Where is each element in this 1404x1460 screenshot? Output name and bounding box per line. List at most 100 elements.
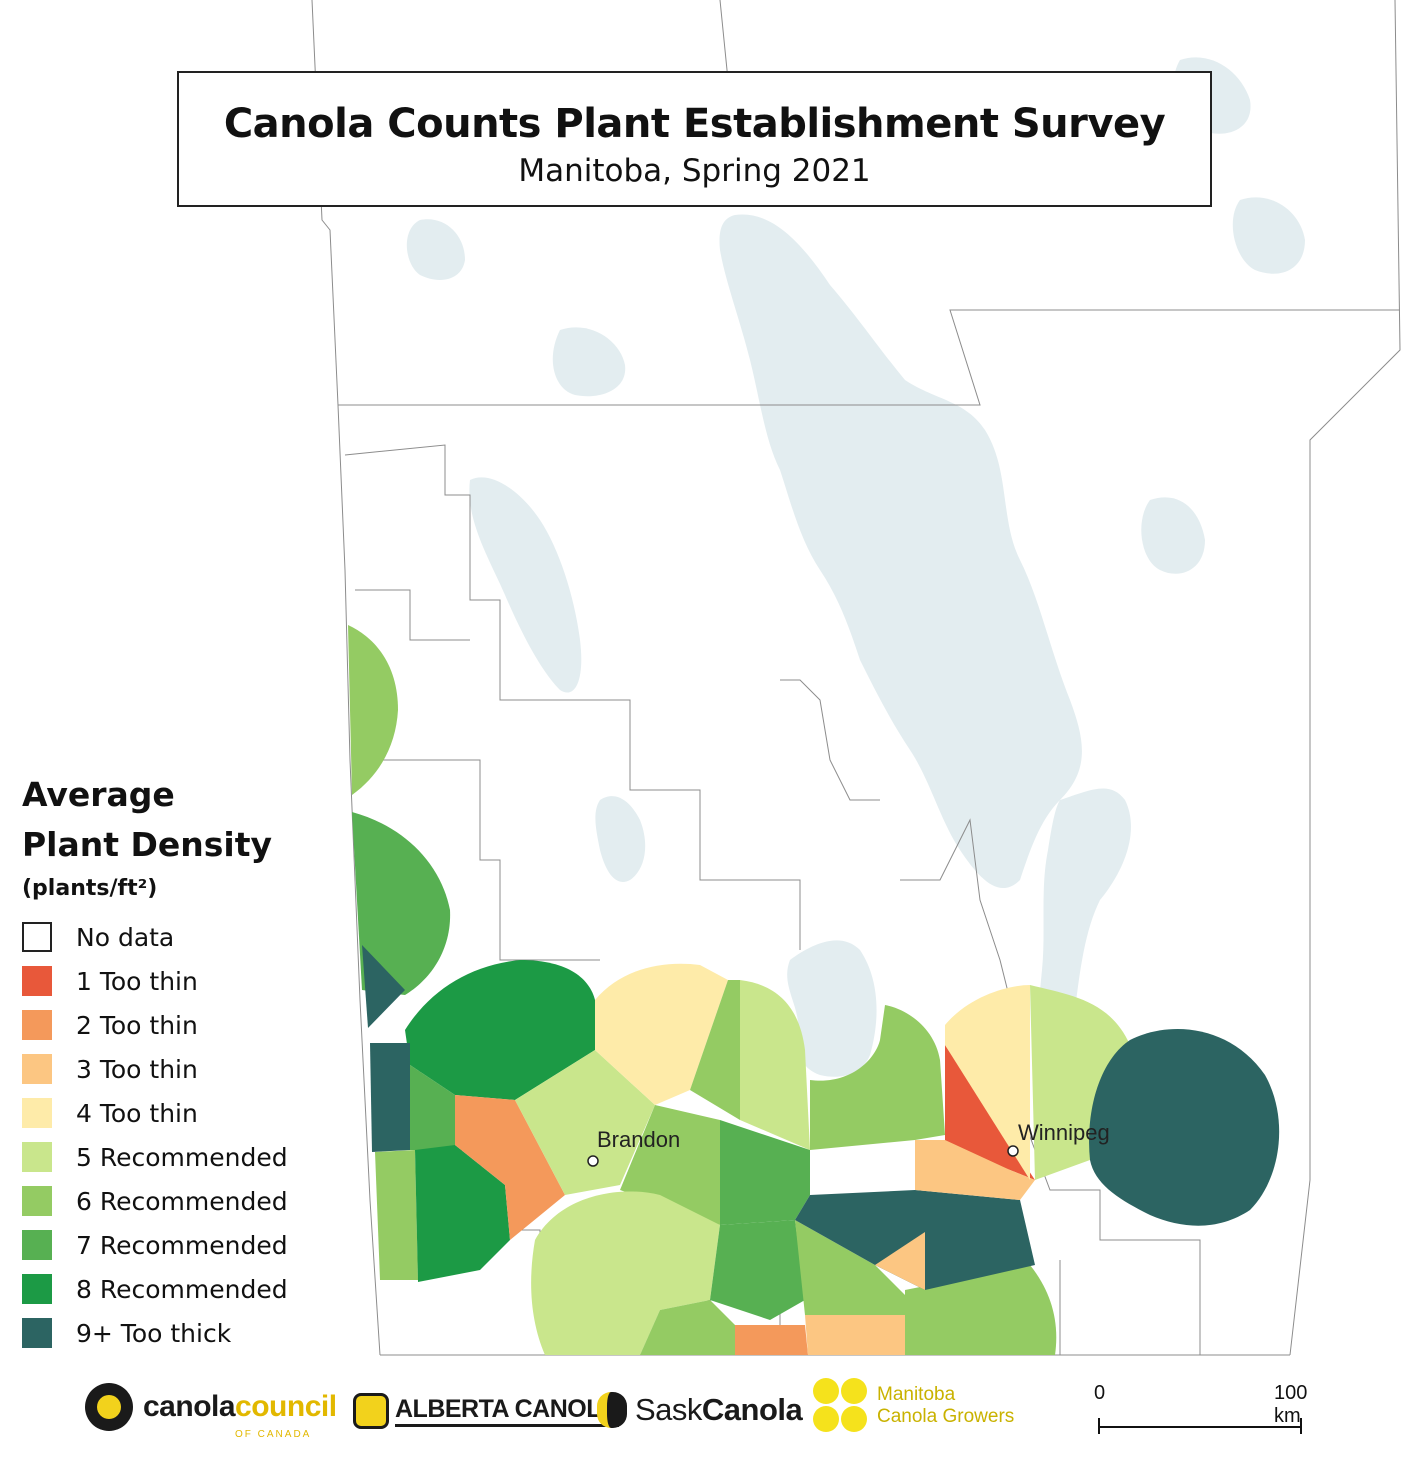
legend-item: 8 Recommended xyxy=(22,1267,342,1311)
zone-7-west xyxy=(352,812,451,995)
manitoba-canola-logo: Manitoba Canola Growers xyxy=(813,1378,1014,1434)
zone-8-west-south xyxy=(415,1145,510,1282)
alberta-canola-wordmark: ALBERTA CANOLA xyxy=(395,1395,619,1427)
zone-5-center-north xyxy=(740,980,810,1150)
city-label-winnipeg: Winnipeg xyxy=(1018,1120,1110,1145)
logo-bar: canolacouncil OF CANADA ALBERTA CANOLA S… xyxy=(85,1378,1045,1448)
zone-2-south xyxy=(735,1325,808,1355)
legend-swatch xyxy=(22,1230,52,1260)
zone-8-west xyxy=(405,960,595,1100)
lake-manitoba xyxy=(787,940,877,1077)
zone-5-west-north xyxy=(348,625,398,795)
scale-line xyxy=(1098,1426,1301,1428)
northern-lakes-3 xyxy=(406,219,465,280)
legend-item: 3 Too thin xyxy=(22,1047,342,1091)
zone-9-west-1 xyxy=(362,945,405,1028)
scale-bar: 0 100 km xyxy=(1094,1382,1308,1442)
zone-7-center xyxy=(720,1120,810,1225)
zone-4-north-brandon xyxy=(595,963,728,1105)
legend-item: No data xyxy=(22,915,342,959)
northern-lakes-2 xyxy=(1232,197,1305,274)
sask-canola-logo: SaskCanola xyxy=(597,1392,803,1428)
cedar-lake xyxy=(552,327,626,397)
zone-5-southwest xyxy=(531,1191,720,1355)
zone-6-south xyxy=(640,1300,735,1355)
legend-label: 9+ Too thick xyxy=(76,1318,232,1348)
map-subtitle: Manitoba, Spring 2021 xyxy=(518,153,871,189)
zone-7-south xyxy=(710,1220,805,1320)
legend-swatch xyxy=(22,1186,52,1216)
legend-swatch xyxy=(22,922,52,952)
city-label-brandon: Brandon xyxy=(597,1127,681,1152)
zone-3-winnipeg-south xyxy=(915,1140,1035,1200)
scale-label-end: 100 km xyxy=(1274,1382,1308,1427)
alberta-canola-icon xyxy=(353,1393,389,1429)
zone-6-east-south xyxy=(905,1265,1057,1355)
zone-3-south xyxy=(805,1315,905,1355)
legend-label: No data xyxy=(76,922,175,952)
zone-2-west xyxy=(455,1095,565,1240)
map-title: Canola Counts Plant Establishment Survey xyxy=(223,101,1166,147)
legend-item: 2 Too thin xyxy=(22,1003,342,1047)
zone-9-west-2 xyxy=(370,1043,410,1152)
legend-label: 6 Recommended xyxy=(76,1186,288,1216)
scale-tick-start xyxy=(1098,1418,1100,1434)
legend-item: 1 Too thin xyxy=(22,959,342,1003)
lake-winnipegosis xyxy=(595,796,646,882)
sask-canola-wordmark: SaskCanola xyxy=(635,1392,803,1427)
legend-label: 4 Too thin xyxy=(76,1098,198,1128)
zone-4-winnipeg-north xyxy=(945,985,1030,1180)
legend-label: 3 Too thin xyxy=(76,1054,198,1084)
zone-3-center-south xyxy=(875,1232,925,1290)
alberta-canola-logo: ALBERTA CANOLA xyxy=(353,1393,619,1429)
district-line-3 xyxy=(360,759,600,961)
legend-label: 8 Recommended xyxy=(76,1274,288,1304)
lake-winnipegosis-north xyxy=(469,477,582,693)
district-line-2 xyxy=(355,589,470,641)
legend-swatch xyxy=(22,1142,52,1172)
saskatchewan-border xyxy=(311,0,381,1356)
eastern-lakes xyxy=(1141,497,1205,574)
legend-item: 4 Too thin xyxy=(22,1091,342,1135)
manitoba-canola-wordmark: Manitoba Canola Growers xyxy=(877,1384,1015,1427)
district-line-4 xyxy=(545,699,801,950)
title-box: Canola Counts Plant Establishment Survey… xyxy=(177,71,1212,207)
legend-items: No data 1 Too thin 2 Too thin 3 Too thin 4 T… xyxy=(22,915,342,1355)
legend-title-line2: Plant Density xyxy=(22,825,273,864)
brandon-marker xyxy=(587,1155,599,1167)
legend-swatch xyxy=(22,1274,52,1304)
legend-unit: (plants/ft²) xyxy=(22,876,158,901)
zone-6-south-east xyxy=(795,1220,905,1315)
canola-council-sub: OF CANADA xyxy=(235,1429,312,1440)
zone-7-west-2 xyxy=(410,1065,455,1150)
scale-label-start: 0 xyxy=(1094,1382,1106,1404)
legend-title-line1: Average xyxy=(22,775,175,814)
legend-item: 6 Recommended xyxy=(22,1179,342,1223)
scale-tick-end xyxy=(1300,1418,1302,1434)
district-line-6 xyxy=(900,818,1011,1001)
manitoba-canola-icon xyxy=(813,1378,869,1434)
legend-label: 1 Too thin xyxy=(76,966,198,996)
density-zones xyxy=(348,625,1280,1355)
district-line-1 xyxy=(344,444,545,701)
legend-item: 7 Recommended xyxy=(22,1223,342,1267)
legend-swatch xyxy=(22,1318,52,1348)
lake-winnipeg xyxy=(719,214,1082,889)
zone-6-center-north xyxy=(690,980,740,1120)
northern-boundary xyxy=(338,309,1400,406)
district-line-7 xyxy=(1019,1109,1201,1355)
canola-council-logo: canolacouncil OF CANADA xyxy=(85,1383,337,1440)
legend-label: 7 Recommended xyxy=(76,1230,288,1260)
winnipeg-marker xyxy=(1007,1145,1019,1157)
legend-swatch xyxy=(22,966,52,996)
sask-canola-icon xyxy=(597,1392,627,1428)
legend-swatch xyxy=(22,1098,52,1128)
legend-item: 9+ Too thick xyxy=(22,1311,342,1355)
zone-5-brandon xyxy=(515,1050,655,1195)
legend: Average Plant Density (plants/ft²) No da… xyxy=(22,770,342,1355)
zone-6-west-south xyxy=(375,1150,418,1280)
legend-item: 5 Recommended xyxy=(22,1135,342,1179)
water-layer xyxy=(406,57,1305,1077)
canola-council-icon xyxy=(85,1383,133,1431)
